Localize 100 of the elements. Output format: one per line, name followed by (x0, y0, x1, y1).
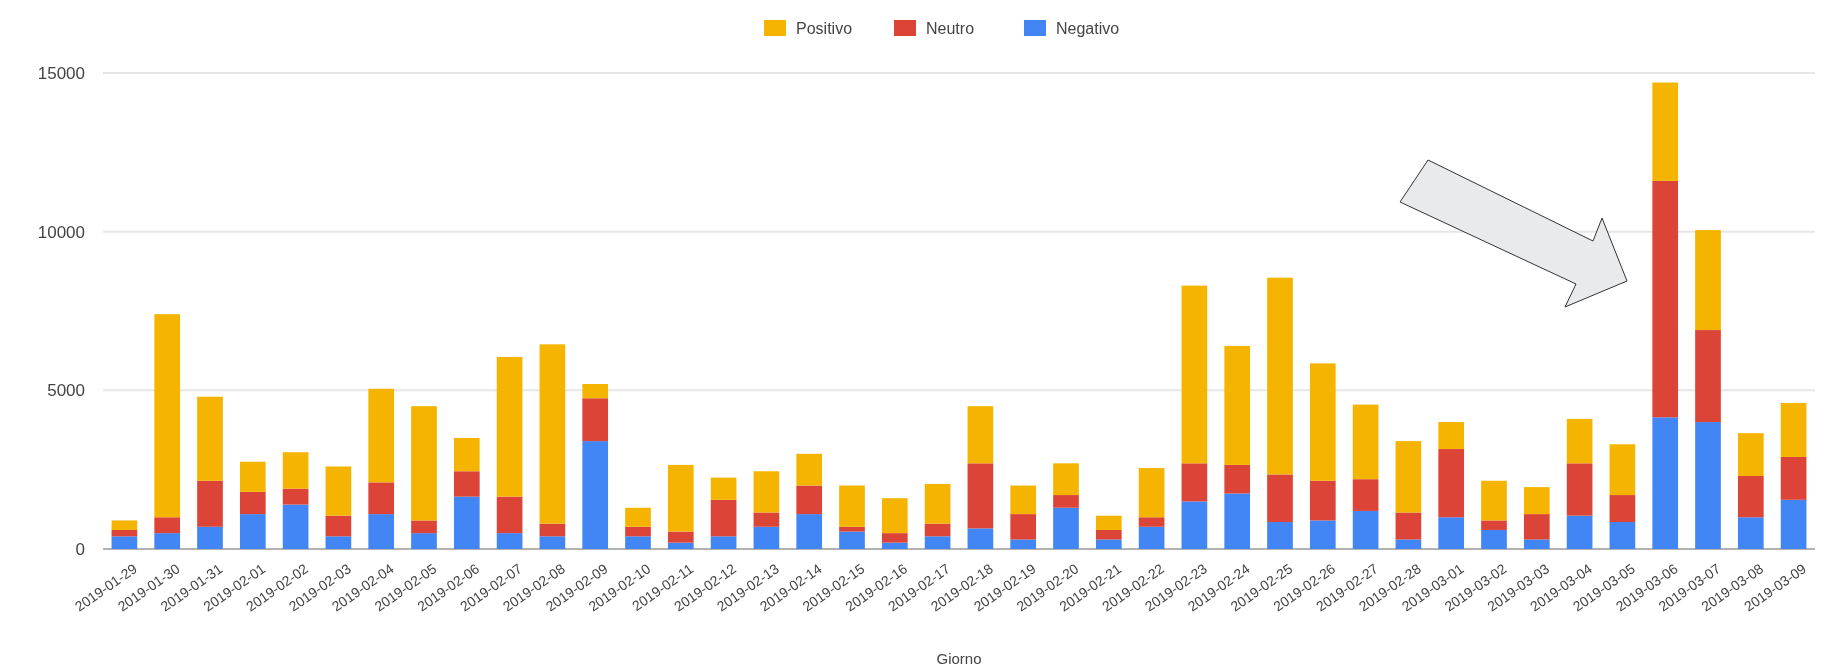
bar (1652, 417, 1679, 549)
bar (582, 383, 609, 399)
bar (1438, 422, 1465, 450)
legend-label: Negativo (1056, 19, 1120, 37)
bar (1224, 345, 1251, 465)
bar (667, 464, 694, 532)
bar (625, 536, 651, 549)
bar (881, 533, 908, 543)
bar (1695, 230, 1721, 331)
bar (753, 471, 780, 513)
bar (1737, 517, 1764, 549)
bar (539, 523, 566, 537)
bar (239, 491, 266, 515)
bar (1481, 480, 1507, 521)
bar (1053, 507, 1079, 549)
bar (1010, 485, 1037, 515)
bar (539, 536, 566, 549)
bar (325, 536, 352, 549)
bar (967, 406, 994, 464)
bar (967, 463, 994, 529)
bar (197, 480, 223, 527)
bar (967, 528, 994, 549)
legend-label: Neutro (926, 19, 975, 37)
bar (1267, 522, 1293, 549)
bar (1481, 520, 1507, 530)
bar (154, 517, 181, 534)
bar (496, 357, 523, 497)
y-tick-label: 0 (75, 539, 85, 559)
bar (1309, 520, 1336, 549)
bar (1695, 422, 1721, 549)
bar (368, 482, 395, 515)
bar (1737, 433, 1764, 477)
bar (1737, 476, 1764, 518)
bar (839, 531, 865, 549)
bar (796, 485, 823, 515)
bar (411, 533, 437, 549)
bar (582, 441, 609, 549)
bar (796, 514, 823, 549)
bar (625, 507, 651, 527)
bar (1780, 456, 1807, 500)
bar (368, 388, 395, 483)
bar (1224, 493, 1251, 549)
bar (1438, 517, 1465, 549)
bar (496, 496, 523, 534)
bar (1609, 495, 1636, 523)
bar (1053, 463, 1079, 496)
bar (1138, 517, 1165, 527)
bar (1780, 499, 1807, 549)
bar (282, 452, 309, 489)
bar (710, 536, 737, 549)
bar (1267, 277, 1293, 475)
bar (753, 512, 780, 527)
y-tick-label: 15000 (37, 63, 85, 83)
bar (924, 523, 951, 537)
bar (1652, 180, 1679, 418)
bar (1095, 515, 1122, 530)
bar (154, 314, 181, 518)
bar (1523, 514, 1550, 540)
bar (1395, 441, 1422, 513)
y-tick-label: 10000 (37, 222, 85, 242)
bar (411, 520, 437, 534)
bar (111, 536, 138, 549)
bar (710, 477, 737, 500)
bar (924, 536, 951, 549)
bar (282, 504, 309, 549)
bar (111, 520, 138, 530)
bar (1566, 515, 1593, 549)
bar (710, 499, 737, 537)
bar (753, 526, 780, 549)
bar (1010, 514, 1037, 540)
bar (1695, 330, 1721, 423)
bar (1267, 474, 1293, 523)
bar (1523, 539, 1550, 549)
bar (154, 533, 181, 549)
bar (1652, 82, 1679, 181)
bar (1309, 480, 1336, 521)
bar (1780, 403, 1807, 457)
bar (197, 526, 223, 549)
bar (539, 344, 566, 524)
bar (1566, 418, 1593, 464)
bar (1181, 285, 1208, 464)
legend-label: Positivo (796, 19, 853, 37)
bar (1609, 522, 1636, 549)
bar (1095, 529, 1122, 540)
bar (667, 531, 694, 543)
bar (1010, 539, 1037, 549)
bar (1138, 526, 1165, 549)
bar (1095, 539, 1122, 549)
bar (239, 514, 266, 549)
bar (1352, 510, 1379, 549)
bar (1523, 487, 1550, 515)
bar (881, 542, 908, 549)
bar (1309, 363, 1336, 481)
bar (368, 514, 395, 549)
bar (1181, 501, 1208, 549)
bar (881, 498, 908, 534)
bar (1395, 512, 1422, 540)
bar (1609, 444, 1636, 496)
bar (1224, 464, 1251, 494)
bar (1352, 479, 1379, 511)
